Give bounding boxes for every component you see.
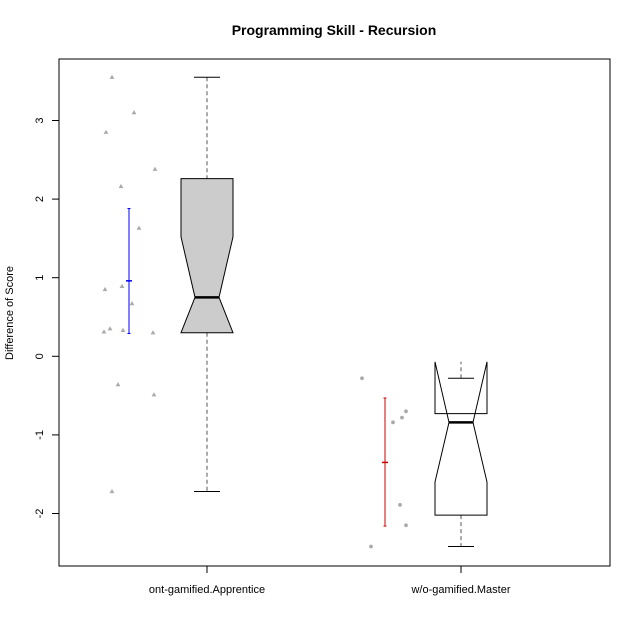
box-series (101, 74, 488, 549)
data-point (404, 523, 408, 528)
y-tick-label: -2 (34, 509, 46, 519)
data-point (102, 286, 108, 292)
data-point (136, 225, 142, 230)
data-point (101, 329, 107, 334)
x-tick-label: w/o-gamified.Master (410, 584, 510, 596)
data-point (119, 283, 125, 288)
data-point (152, 166, 158, 171)
data-point (391, 420, 395, 425)
data-point (398, 502, 402, 507)
x-tick-label: ont-gamified.Apprentice (149, 584, 265, 596)
data-point (151, 392, 157, 397)
data-point (404, 409, 408, 414)
x-axis: ont-gamified.Apprentice w/o-gamified.Mast… (149, 565, 511, 596)
y-tick-label: 2 (34, 196, 46, 202)
y-axis: -2 -1 0 1 2 3 (34, 117, 60, 519)
y-tick-label: -1 (34, 430, 46, 440)
data-point (360, 376, 364, 381)
plot-frame (58, 58, 611, 567)
notched-box (180, 178, 234, 334)
y-tick-label: 1 (34, 275, 46, 281)
y-tick-label: 0 (34, 353, 46, 359)
data-point (118, 183, 124, 189)
data-point (120, 327, 126, 332)
data-point (129, 301, 135, 306)
chart-title: Programming Skill - Recursion (232, 22, 437, 38)
y-tick-label: 3 (34, 117, 46, 123)
data-point (150, 330, 156, 335)
data-point (109, 488, 115, 494)
data-point (369, 544, 373, 549)
data-point (109, 74, 115, 79)
data-point (131, 110, 137, 115)
data-point (115, 381, 121, 387)
data-point (107, 326, 113, 331)
box-group-1 (101, 74, 234, 494)
notched-box (434, 361, 488, 516)
box-group-2 (360, 361, 488, 549)
y-axis-label: Difference of Score (4, 266, 16, 360)
data-point (103, 129, 109, 134)
data-point (400, 415, 404, 420)
